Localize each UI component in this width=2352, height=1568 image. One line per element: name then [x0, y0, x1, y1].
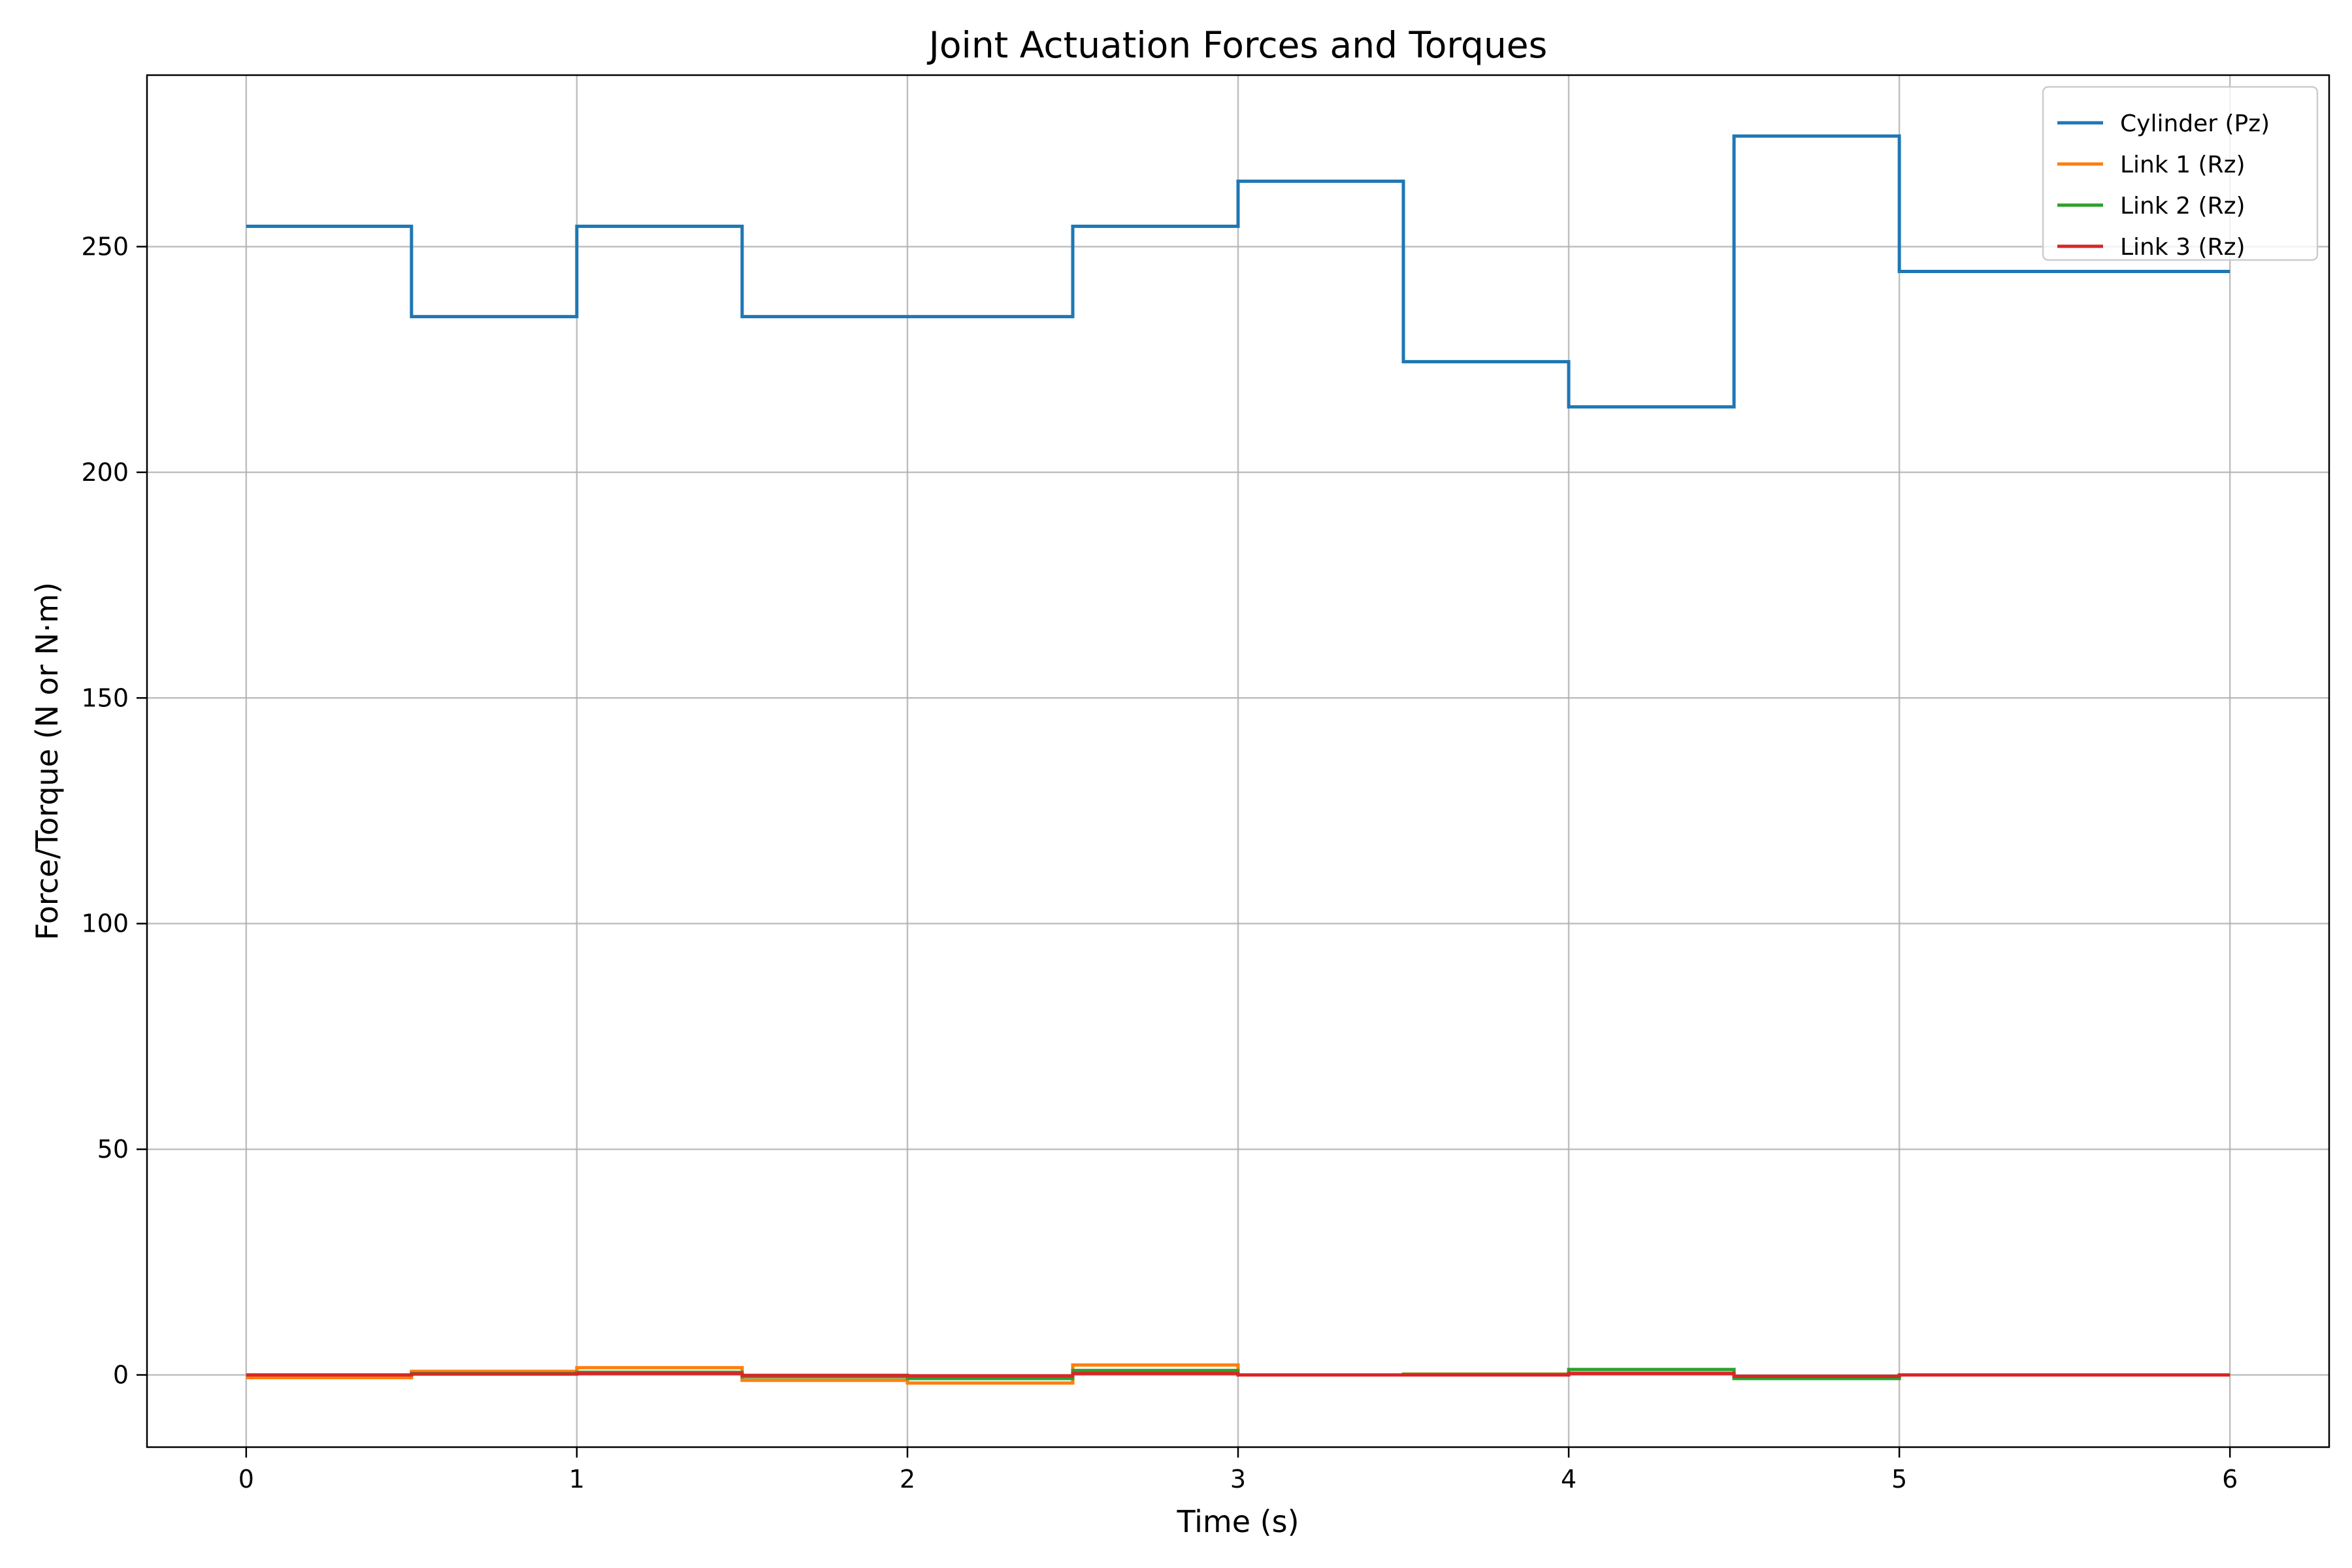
series-lines	[246, 134, 2230, 1385]
legend: Cylinder (Pz) Link 1 (Rz) Link 2 (Rz) Link …	[2042, 86, 2319, 261]
y-tick-label-4: 200	[81, 458, 129, 487]
x-axis-label: Time (s)	[1176, 1504, 1299, 1539]
x-tick-label-6: 6	[2222, 1465, 2238, 1494]
legend-label-0: Cylinder (Pz)	[2120, 110, 2270, 137]
y-tick-label-1: 50	[97, 1135, 129, 1164]
axis-ticks: 0 1 2 3 4 5 6 0 50 100 150 200 250	[81, 233, 2238, 1494]
chart-title: Joint Actuation Forces and Torques	[927, 24, 1548, 66]
x-tick-label-5: 5	[1891, 1465, 1907, 1494]
series-line-3	[246, 1371, 2230, 1379]
x-tick-label-3: 3	[1230, 1465, 1246, 1494]
x-tick-label-2: 2	[900, 1465, 915, 1494]
x-tick-label-0: 0	[238, 1465, 254, 1494]
y-tick-label-3: 150	[81, 683, 129, 712]
series-line-0	[246, 134, 2230, 409]
y-tick-label-0: 0	[113, 1360, 129, 1389]
legend-box	[2042, 86, 2319, 261]
legend-label-1: Link 1 (Rz)	[2120, 152, 2246, 178]
x-tick-label-4: 4	[1561, 1465, 1576, 1494]
y-tick-label-5: 250	[81, 233, 129, 261]
y-tick-label-2: 100	[81, 909, 129, 938]
y-axis-label: Force/Torque (N or N·m)	[29, 582, 65, 940]
x-tick-label-1: 1	[569, 1465, 585, 1494]
legend-label-3: Link 3 (Rz)	[2120, 234, 2246, 261]
legend-label-2: Link 2 (Rz)	[2120, 193, 2246, 220]
grid	[147, 75, 2329, 1447]
